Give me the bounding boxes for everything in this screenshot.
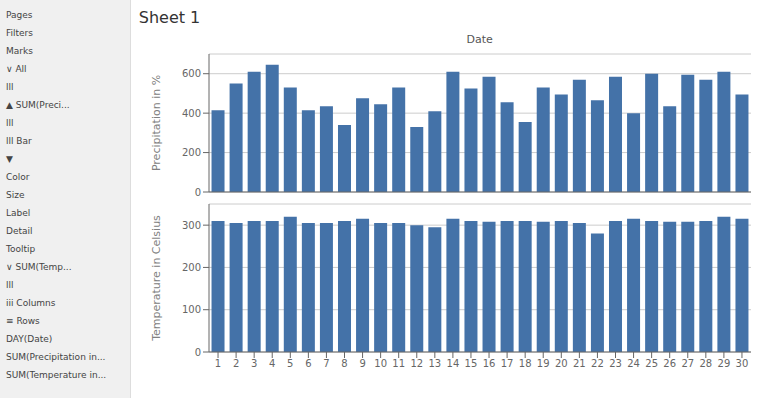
svg-text:28: 28 xyxy=(699,358,712,369)
html-text:Pages: Pages xyxy=(6,10,33,20)
svg-text:7: 7 xyxy=(323,358,329,369)
html-text:Detail: Detail xyxy=(6,226,33,236)
svg-text:21: 21 xyxy=(573,358,586,369)
svg-text:14: 14 xyxy=(446,358,459,369)
html-text:Sheet 1: Sheet 1 xyxy=(138,8,201,27)
svg-text:17: 17 xyxy=(500,358,513,369)
html-text:Label: Label xyxy=(6,208,31,218)
svg-text:25: 25 xyxy=(645,358,658,369)
svg-text:22: 22 xyxy=(591,358,604,369)
svg-text:0: 0 xyxy=(194,187,200,198)
svg-text:10: 10 xyxy=(374,358,387,369)
svg-text:600: 600 xyxy=(182,68,201,79)
html-text:∨ All: ∨ All xyxy=(6,64,27,74)
html-text:∨ SUM(Temp...: ∨ SUM(Temp... xyxy=(6,262,72,272)
html-text:SUM(Precipitation in...: SUM(Precipitation in... xyxy=(6,352,106,362)
html-text:Size: Size xyxy=(6,190,25,200)
svg-text:4: 4 xyxy=(269,358,275,369)
html-text:iii Columns: iii Columns xyxy=(6,298,56,308)
html-text:≡ Rows: ≡ Rows xyxy=(6,316,40,326)
svg-text:9: 9 xyxy=(359,358,365,369)
svg-text:30: 30 xyxy=(735,358,748,369)
svg-text:13: 13 xyxy=(428,358,441,369)
svg-text:100: 100 xyxy=(182,304,201,315)
svg-text:11: 11 xyxy=(392,358,405,369)
svg-text:26: 26 xyxy=(663,358,676,369)
svg-text:24: 24 xyxy=(627,358,640,369)
svg-text:16: 16 xyxy=(482,358,495,369)
svg-text:19: 19 xyxy=(537,358,550,369)
svg-text:6: 6 xyxy=(305,358,311,369)
svg-text:3: 3 xyxy=(251,358,257,369)
svg-text:2: 2 xyxy=(233,358,239,369)
svg-text:29: 29 xyxy=(717,358,730,369)
html-text:▲ SUM(Preci...: ▲ SUM(Preci... xyxy=(6,100,70,110)
svg-text:1: 1 xyxy=(215,358,221,369)
svg-text:400: 400 xyxy=(182,108,201,119)
svg-text:20: 20 xyxy=(555,358,568,369)
html-text:SUM(Temperature in...: SUM(Temperature in... xyxy=(6,370,107,380)
svg-text:5: 5 xyxy=(287,358,293,369)
svg-text:200: 200 xyxy=(182,147,201,158)
html-text:lll: lll xyxy=(6,118,14,128)
html-text:DAY(Date): DAY(Date) xyxy=(6,334,53,344)
svg-text:27: 27 xyxy=(681,358,694,369)
html-text:lll: lll xyxy=(6,280,14,290)
svg-text:18: 18 xyxy=(519,358,532,369)
svg-text:300: 300 xyxy=(182,220,201,231)
svg-text:200: 200 xyxy=(182,262,201,273)
html-text:lll: lll xyxy=(6,82,14,92)
svg-text:Temperature in Celsius: Temperature in Celsius xyxy=(150,215,163,342)
html-text:Filters: Filters xyxy=(6,28,33,38)
html-text:lll Bar: lll Bar xyxy=(6,136,32,146)
svg-text:12: 12 xyxy=(410,358,423,369)
svg-text:15: 15 xyxy=(464,358,477,369)
svg-text:0: 0 xyxy=(194,347,200,358)
html-text:Marks: Marks xyxy=(6,46,33,56)
svg-text:Precipitation in %: Precipitation in % xyxy=(150,75,163,171)
svg-text:8: 8 xyxy=(341,358,347,369)
html-text:Date: Date xyxy=(466,33,493,46)
svg-text:23: 23 xyxy=(609,358,622,369)
html-text:Color: Color xyxy=(6,172,30,182)
html-text:Tooltip: Tooltip xyxy=(6,244,36,254)
